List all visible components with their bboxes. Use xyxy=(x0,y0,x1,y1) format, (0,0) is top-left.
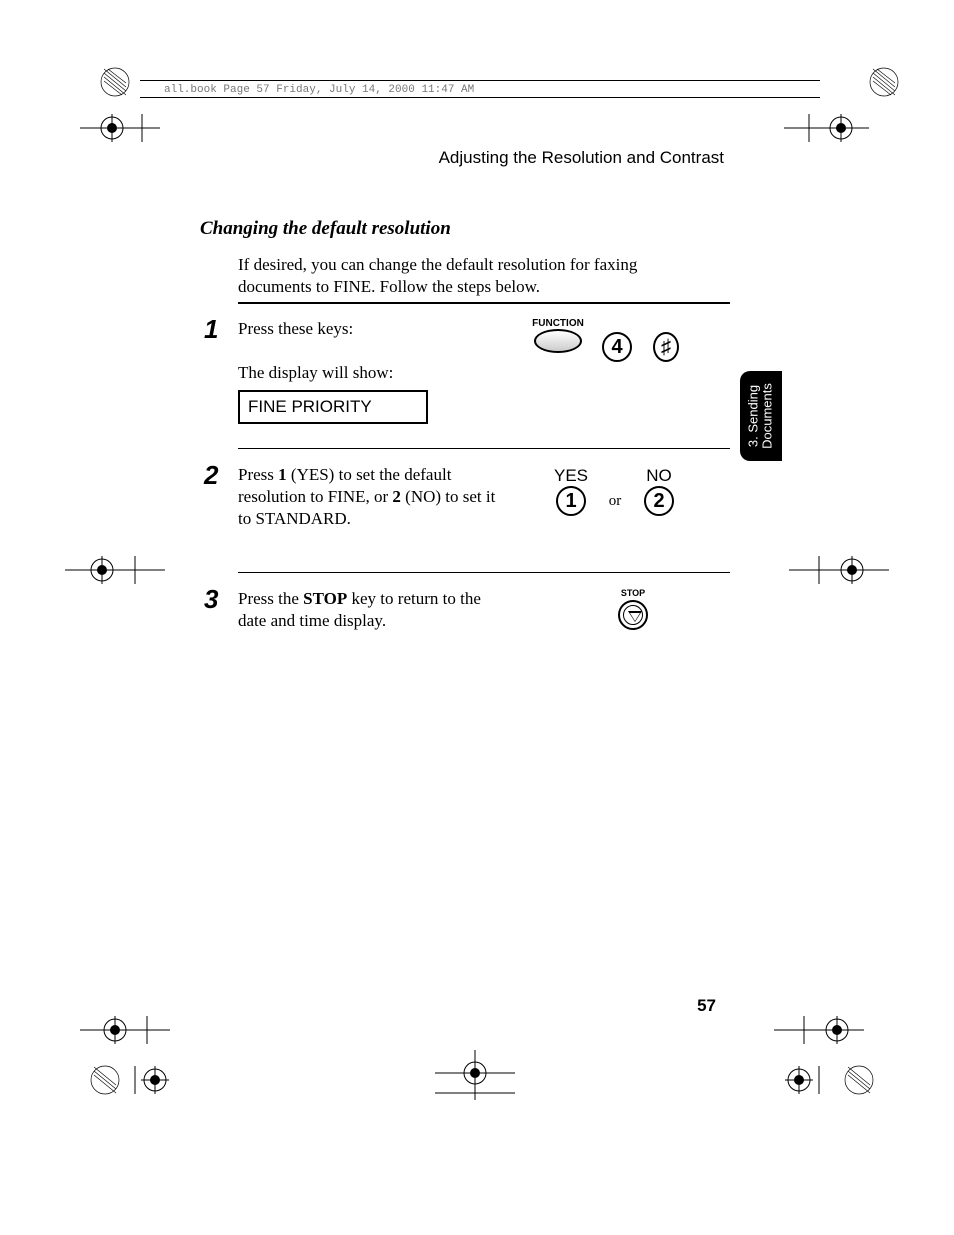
step-3-key: STOP xyxy=(608,588,658,630)
step-2-key2: 2 xyxy=(392,487,401,506)
step-2-pre: Press xyxy=(238,465,278,484)
chapter-tab-label: 3. SendingDocuments xyxy=(747,383,776,449)
step-2-text: Press 1 (YES) to set the default resolut… xyxy=(238,464,508,530)
step-1-line2: The display will show: xyxy=(238,362,508,384)
step-2-number: 2 xyxy=(204,460,218,491)
no-label: NO xyxy=(634,466,684,486)
step-1-divider xyxy=(238,448,730,449)
step-1-keys: FUNCTION 4 ♯ xyxy=(528,318,686,362)
key-2-icon: 2 xyxy=(644,486,674,516)
reg-mark-bottom-right xyxy=(764,995,904,1115)
step-3-stopword: STOP xyxy=(303,589,347,608)
step-3-number: 3 xyxy=(204,584,218,615)
yes-label: YES xyxy=(546,466,596,486)
step-1-line1: Press these keys: xyxy=(238,318,508,340)
reg-mark-top-right xyxy=(774,54,904,164)
steps-top-rule xyxy=(238,302,730,304)
reg-mark-top-left xyxy=(60,54,170,164)
page-root: all.book Page 57 Friday, July 14, 2000 1… xyxy=(0,0,954,1235)
intro-paragraph: If desired, you can change the default r… xyxy=(238,254,688,298)
step-2-keys: YES 1 or NO 2 xyxy=(546,466,684,516)
reg-mark-left-mid xyxy=(60,545,170,595)
subsection-title: Changing the default resolution xyxy=(200,218,451,240)
stop-key-icon xyxy=(618,600,648,630)
stop-key-label: STOP xyxy=(608,588,658,598)
step-2-key1: 1 xyxy=(278,465,287,484)
section-title: Adjusting the Resolution and Contrast xyxy=(439,148,724,168)
step-1-number: 1 xyxy=(204,314,218,345)
reg-mark-right-mid xyxy=(784,545,894,595)
function-key-icon xyxy=(534,329,582,353)
step-2-divider xyxy=(238,572,730,573)
page-number: 57 xyxy=(697,996,716,1016)
running-head-text: all.book Page 57 Friday, July 14, 2000 1… xyxy=(140,81,820,99)
reg-mark-bottom-center xyxy=(420,1045,530,1105)
or-label: or xyxy=(609,493,622,509)
reg-mark-bottom-left xyxy=(60,995,180,1115)
step-3-text: Press the STOP key to return to the date… xyxy=(238,588,508,632)
key-4-icon: 4 xyxy=(602,332,632,362)
key-hash-icon: ♯ xyxy=(653,332,679,362)
function-key-label: FUNCTION xyxy=(528,318,588,329)
chapter-tab: 3. SendingDocuments xyxy=(740,371,782,461)
running-head-bar: all.book Page 57 Friday, July 14, 2000 1… xyxy=(140,80,820,98)
display-readout: FINE PRIORITY xyxy=(238,390,428,424)
step-3-pre: Press the xyxy=(238,589,303,608)
key-1-icon: 1 xyxy=(556,486,586,516)
